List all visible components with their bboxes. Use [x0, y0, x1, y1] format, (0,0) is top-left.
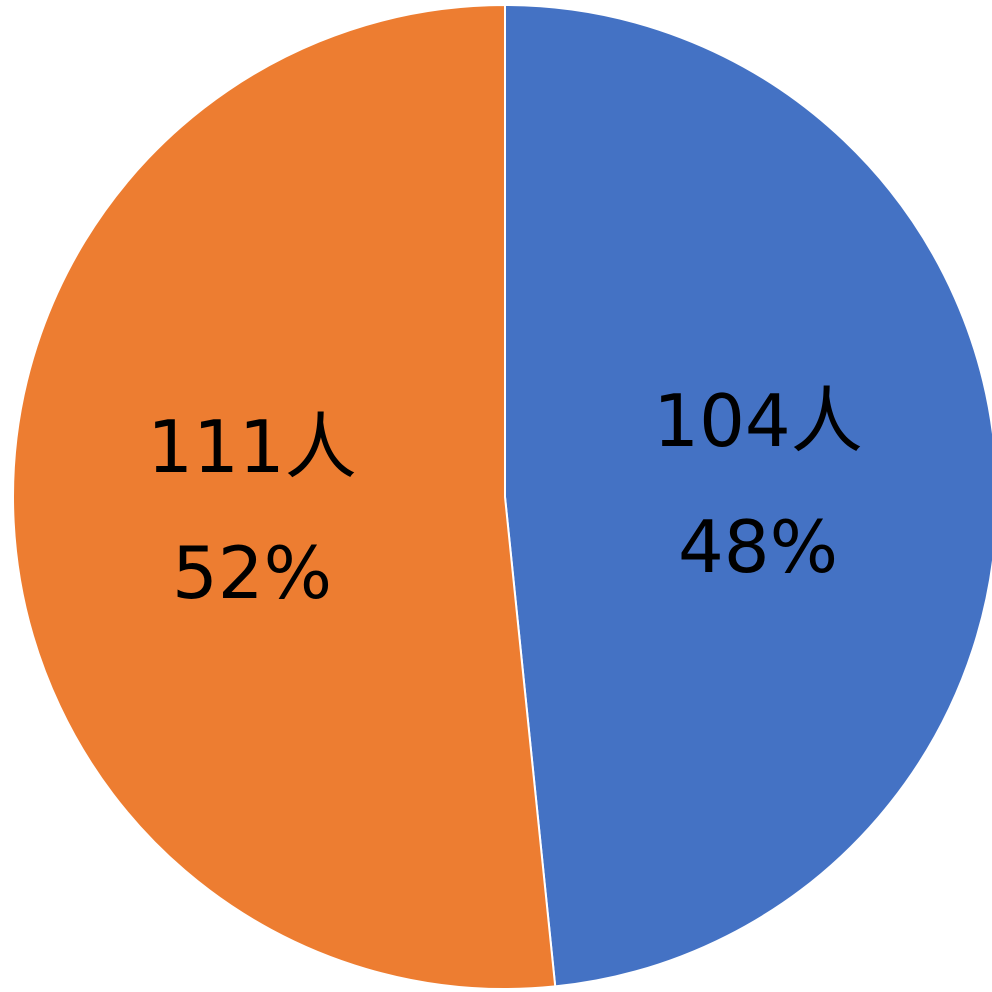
slice-count-label-1: 104人: [653, 379, 862, 463]
pie-slices: [12, 3, 992, 990]
slice-percent-label-1: 48%: [678, 505, 838, 589]
slice-percent-label-2: 52%: [172, 531, 332, 615]
pie-slice-2: [12, 3, 557, 990]
slice-count-label-2: 111人: [147, 405, 356, 489]
pie-slice-1: [504, 3, 992, 988]
pie-labels: 104人 48% 111人 52%: [147, 379, 862, 615]
